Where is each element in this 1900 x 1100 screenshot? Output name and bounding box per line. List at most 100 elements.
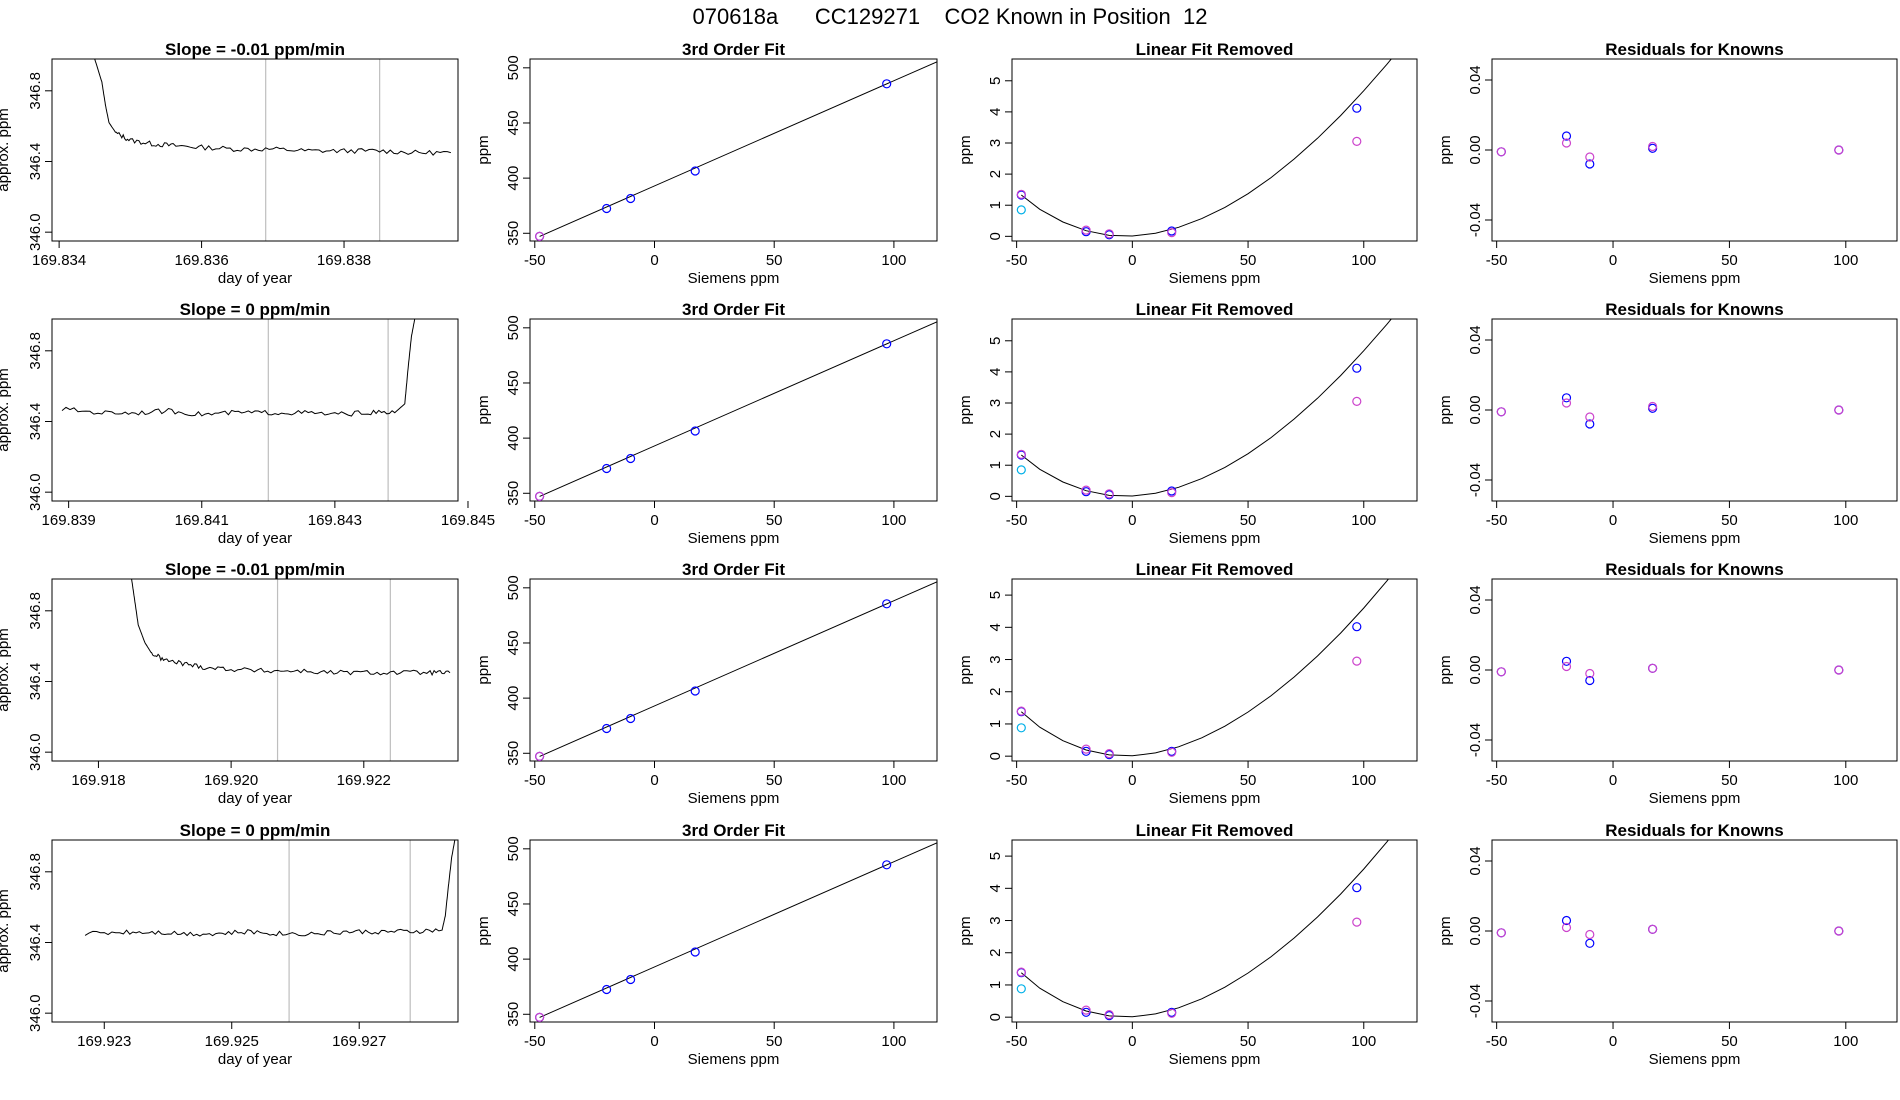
y-tick-label: 350	[505, 481, 522, 506]
plot-area	[535, 581, 937, 761]
y-tick-label: 346.0	[27, 994, 44, 1032]
data-point	[1081, 225, 1091, 235]
data-point	[882, 79, 892, 89]
plot-area	[534, 61, 937, 241]
x-tick-label: 169.845	[441, 512, 495, 529]
x-tick-label: 50	[1240, 252, 1257, 269]
x-tick-label: -50	[524, 252, 546, 269]
data-point	[1016, 189, 1026, 199]
y-axis-label: ppm	[1437, 135, 1454, 164]
y-tick-label: 0.00	[1467, 655, 1484, 684]
x-tick-label: 0	[650, 512, 658, 529]
data-point	[1104, 489, 1114, 499]
x-tick-label: 100	[881, 772, 906, 789]
y-axis-label: ppm	[475, 916, 492, 945]
data-point	[625, 974, 636, 985]
data-point	[1104, 1009, 1114, 1020]
chart-panel: Linear Fit Removed -50 0 50 100 Siemens ppm 0 1…	[957, 40, 1418, 287]
x-axis-label: Siemens ppm	[1169, 270, 1261, 287]
fit-curve	[539, 61, 937, 237]
x-tick-label: -50	[524, 512, 546, 529]
plot-area	[534, 321, 937, 501]
data-point	[1834, 405, 1844, 415]
data-point	[1496, 147, 1506, 157]
x-axis-label: Siemens ppm	[1649, 530, 1741, 547]
data-point	[1834, 145, 1844, 155]
data-point	[1352, 883, 1362, 893]
x-tick-label: 100	[1351, 772, 1376, 789]
y-tick-label: 400	[505, 686, 522, 711]
data-trace-line	[84, 840, 456, 937]
y-tick-label: 0.00	[1467, 916, 1484, 945]
y-axis-label: ppm	[475, 395, 492, 424]
chart-title: Linear Fit Removed	[1136, 821, 1294, 840]
y-tick-label: 346.4	[27, 924, 44, 962]
y-tick-label: 346.4	[27, 663, 44, 701]
data-point	[882, 339, 892, 349]
x-tick-label: -50	[524, 772, 546, 789]
chart-panel: Slope = -0.01 ppm/min 169.918 169.920 169.9…	[0, 560, 459, 807]
data-trace-line	[94, 59, 452, 156]
y-axis-label: approx. ppm	[0, 368, 12, 451]
x-tick-label: 169.923	[77, 1033, 131, 1050]
data-point	[601, 984, 612, 995]
chart-panel: Residuals for Knowns -50 0 50 100 Siemens ppm…	[1437, 40, 1898, 287]
data-point	[690, 947, 700, 957]
x-tick-label: 50	[1721, 252, 1738, 269]
plot-frame	[529, 839, 938, 1023]
y-tick-label: 0.04	[1467, 325, 1484, 354]
data-point	[1834, 665, 1844, 675]
y-tick-label: 1	[987, 201, 1004, 209]
x-tick-label: 169.836	[174, 252, 228, 269]
chart-title: Residuals for Knowns	[1605, 300, 1784, 319]
x-tick-label: 100	[881, 1033, 906, 1050]
y-tick-label: 1	[987, 720, 1004, 728]
plot-area	[131, 579, 451, 677]
y-tick-label: 2	[987, 949, 1004, 957]
data-point	[1352, 656, 1362, 666]
chart-title: Slope = -0.01 ppm/min	[165, 40, 345, 59]
chart-title: Linear Fit Removed	[1136, 40, 1294, 59]
plot-frame	[529, 58, 938, 242]
data-point	[1016, 706, 1026, 716]
data-point	[535, 1012, 545, 1022]
x-tick-label: 0	[1128, 252, 1136, 269]
y-tick-label: 4	[987, 623, 1004, 631]
x-axis-label: Siemens ppm	[1649, 1051, 1741, 1068]
x-tick-label: 0	[650, 772, 658, 789]
y-tick-label: 346.0	[27, 733, 44, 771]
data-trace-line	[61, 319, 416, 417]
y-tick-label: 346.8	[27, 72, 44, 110]
chart-panel: 3rd Order Fit -50 0 50 100 Siemens ppm 350 400 4…	[475, 40, 938, 287]
y-tick-label: 346.4	[27, 403, 44, 441]
x-tick-label: 0	[650, 252, 658, 269]
fit-curve	[1020, 319, 1392, 497]
y-axis-label: approx. ppm	[0, 628, 12, 711]
x-axis-label: Siemens ppm	[1169, 530, 1261, 547]
y-axis-label: ppm	[957, 135, 974, 164]
chart-title: Linear Fit Removed	[1136, 300, 1294, 319]
data-point	[1834, 926, 1844, 936]
data-point	[1647, 143, 1658, 153]
data-point	[1016, 465, 1026, 475]
data-point	[1081, 485, 1091, 495]
x-axis-label: Siemens ppm	[688, 270, 780, 287]
y-tick-label: 2	[987, 170, 1004, 178]
y-tick-label: 450	[505, 370, 522, 395]
y-tick-label: 500	[505, 55, 522, 80]
x-tick-label: 169.841	[175, 512, 229, 529]
y-tick-label: 5	[987, 77, 1004, 85]
plot-frame	[1011, 58, 1418, 242]
plot-frame	[1491, 58, 1898, 242]
fit-curve	[539, 581, 937, 757]
y-tick-label: 0.04	[1467, 65, 1484, 94]
x-tick-label: 0	[1609, 772, 1617, 789]
y-tick-label: 2	[987, 688, 1004, 696]
plot-area	[1016, 840, 1390, 1021]
y-tick-label: -0.04	[1467, 203, 1484, 237]
x-axis-label: day of year	[218, 270, 292, 287]
chart-panel: Linear Fit Removed -50 0 50 100 Siemens ppm 0 1…	[957, 300, 1418, 547]
x-tick-label: 50	[766, 512, 783, 529]
data-point	[601, 203, 612, 214]
y-tick-label: 2	[987, 430, 1004, 438]
